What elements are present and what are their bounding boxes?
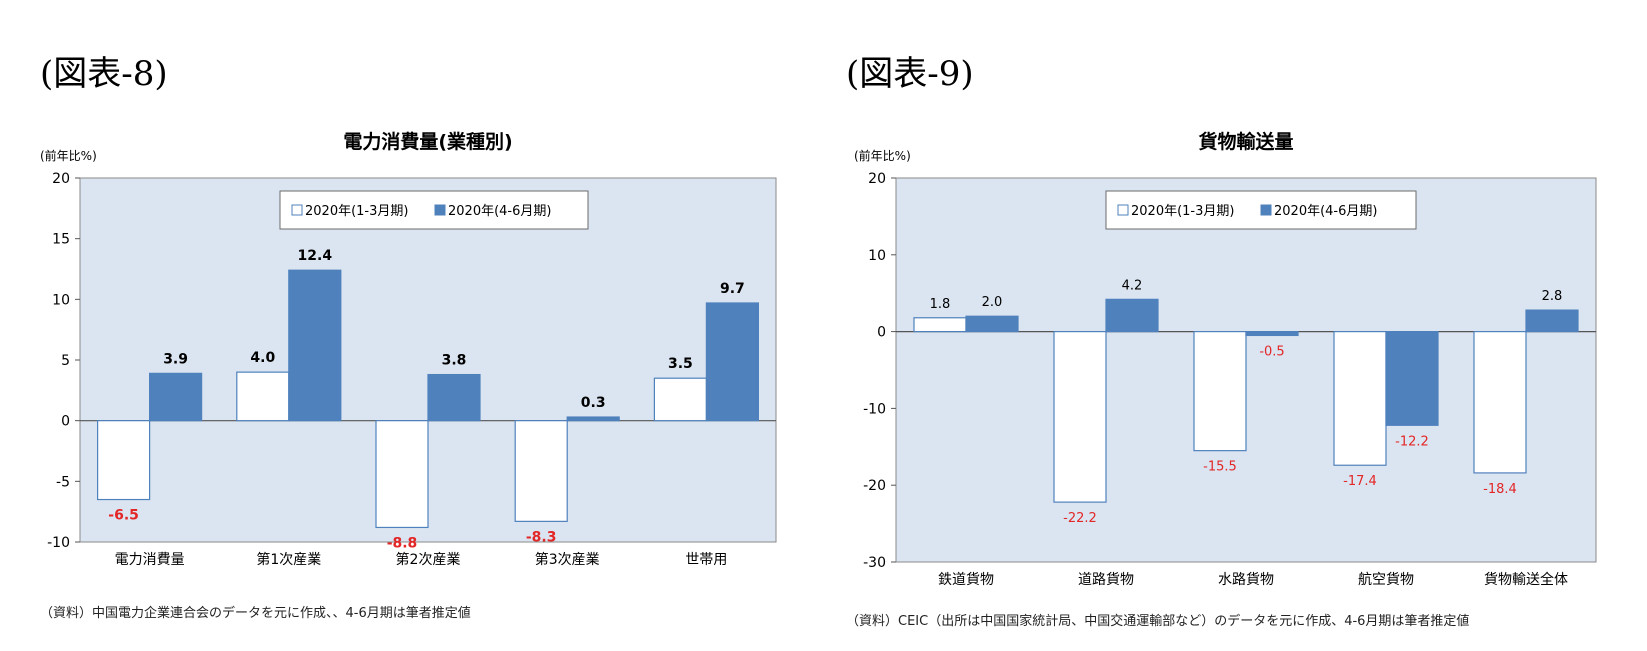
category-label: 第3次産業: [535, 551, 600, 568]
legend-swatch-q1: [1117, 204, 1129, 216]
legend-label-q2: 2020年(4-6月期): [1274, 204, 1377, 219]
data-label: -8.8: [387, 535, 418, 551]
bar-q2: [705, 302, 760, 422]
legend-swatch-q2: [434, 204, 446, 216]
category-label: 鉄道貨物: [938, 571, 994, 588]
legend: [279, 190, 589, 230]
y-tick-label: 0: [877, 325, 886, 341]
y-tick-label: -5: [56, 474, 70, 490]
legend-label-q2: 2020年(4-6月期): [448, 204, 551, 219]
figure-9-label: (図表-9): [846, 54, 974, 94]
data-label: -12.2: [1395, 434, 1429, 449]
category-label: 航空貨物: [1358, 571, 1414, 588]
y-tick-label: 0: [61, 414, 70, 430]
bar-q2: [1385, 331, 1439, 426]
category-label: 貨物輸送全体: [1484, 571, 1568, 588]
chart-1: 貨物輸送量 (前年比%) -30 -20 -10 0 10 20 1.8 2.0 鉄道貨物 -22.2…: [854, 130, 1597, 588]
bar-q2: [965, 315, 1019, 333]
data-label: 3.8: [442, 353, 467, 369]
data-label: -8.3: [526, 529, 557, 545]
bar-q1: [96, 420, 151, 501]
y-tick-label: 15: [52, 232, 70, 248]
y-tick-label: 5: [61, 353, 70, 369]
figure-9-source: （資料）CEIC（出所は中国国家統計局、中国交通運輸部など）のデータを元に作成、…: [846, 614, 1470, 629]
y-tick-label: -10: [47, 535, 70, 551]
bar-q1: [236, 371, 290, 422]
data-label: 12.4: [298, 248, 333, 264]
y-tick-label: -10: [863, 401, 886, 417]
chart-title: 貨物輸送量: [1198, 130, 1293, 153]
data-label: 3.5: [668, 356, 693, 372]
figure-8-label: (図表-8): [40, 54, 168, 94]
bar-q1: [375, 420, 429, 529]
y-tick-label: 20: [868, 171, 886, 187]
legend-swatch-q2: [1260, 204, 1272, 216]
bar-q1: [1053, 331, 1107, 503]
bar-q2: [1105, 298, 1159, 333]
data-label: 9.7: [720, 281, 745, 297]
data-label: 0.3: [581, 395, 606, 411]
data-label: -22.2: [1063, 511, 1097, 526]
data-label: 3.9: [163, 351, 188, 367]
figure-8-source: （資料）中国電力企業連合会のデータを元に作成、、4-6月期は筆者推定値: [40, 606, 471, 621]
category-label: 水路貨物: [1218, 571, 1274, 588]
y-axis-label: (前年比%): [40, 148, 97, 163]
category-label: 第1次産業: [256, 551, 321, 568]
category-label: 道路貨物: [1078, 571, 1134, 588]
data-label: -18.4: [1483, 482, 1517, 497]
bar-q2: [1525, 309, 1579, 333]
data-label: 2.0: [982, 295, 1003, 310]
bar-q1: [1333, 331, 1387, 466]
bar-q2: [566, 416, 620, 422]
chart-0: 電力消費量(業種別) (前年比%) -10 -5 0 5 10 15 20 -6.5 3.9 電力消費…: [40, 130, 777, 568]
bar-q2: [1245, 331, 1299, 337]
data-label: 4.2: [1122, 278, 1143, 293]
legend-label-q1: 2020年(1-3月期): [1131, 204, 1234, 219]
category-label: 世帯用: [685, 552, 727, 568]
legend-label-q1: 2020年(1-3月期): [305, 204, 408, 219]
y-tick-label: 20: [52, 171, 70, 187]
bar-q1: [653, 377, 708, 422]
data-label: -17.4: [1343, 474, 1377, 489]
category-label: 第2次産業: [396, 551, 461, 568]
chart-title: 電力消費量(業種別): [343, 130, 512, 153]
bar-q1: [1473, 331, 1527, 474]
bar-q2: [427, 373, 481, 422]
y-axis-label: (前年比%): [854, 148, 911, 163]
bar-q1: [913, 317, 967, 333]
bar-q2: [288, 269, 342, 422]
y-tick-label: 10: [868, 248, 886, 264]
data-label: 1.8: [930, 297, 951, 312]
y-tick-label: -30: [863, 555, 886, 571]
y-tick-label: 10: [52, 292, 70, 308]
data-label: -15.5: [1203, 460, 1237, 475]
y-tick-label: -20: [863, 478, 886, 494]
data-label: -6.5: [108, 508, 139, 524]
bar-q1: [1193, 331, 1247, 452]
data-label: -0.5: [1259, 344, 1284, 359]
category-label: 電力消費量: [115, 552, 185, 568]
data-label: 4.0: [250, 350, 275, 366]
data-label: 2.8: [1542, 289, 1563, 304]
bar-q2: [149, 372, 203, 422]
legend-swatch-q1: [291, 204, 303, 216]
bar-q1: [514, 420, 568, 522]
